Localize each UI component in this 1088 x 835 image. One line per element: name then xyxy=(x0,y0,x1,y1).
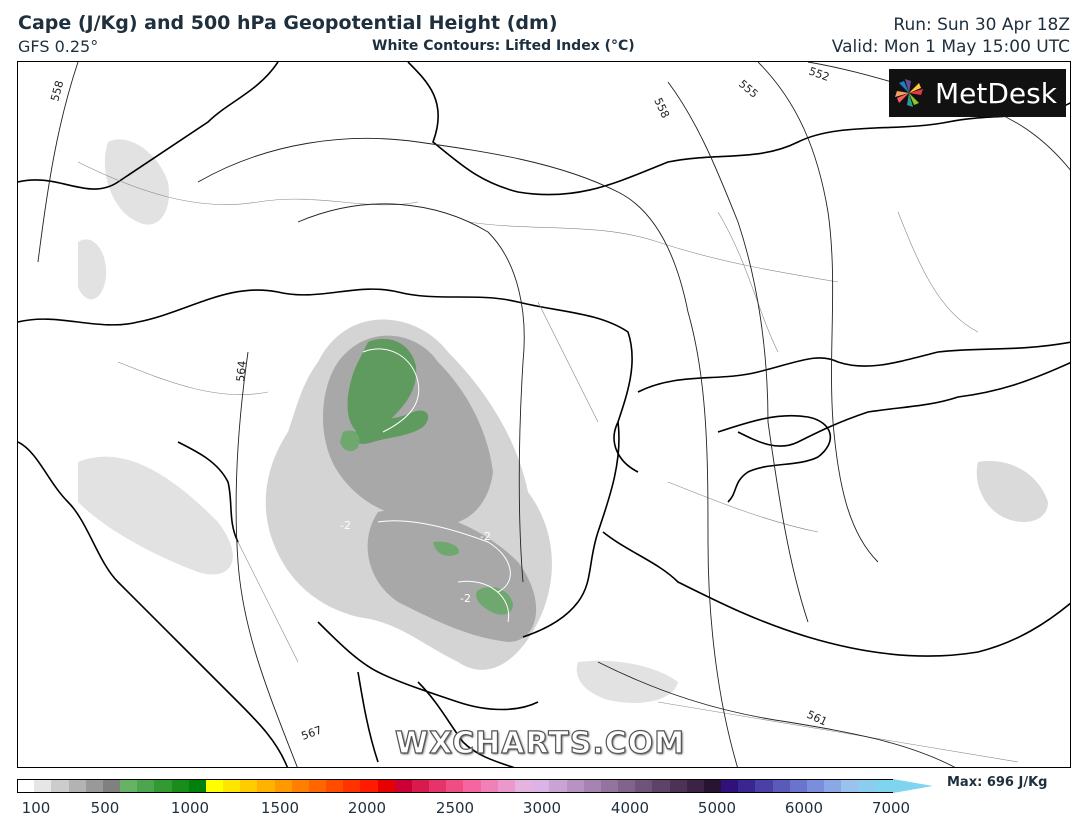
colorbar-segment xyxy=(68,779,86,793)
lifted-index-contours xyxy=(362,348,511,623)
colorbar-segment xyxy=(841,779,859,793)
map-panel: 558 558 555 552 564 567 561 -2 -2 -2 xyxy=(17,61,1071,768)
colorbar-tick-label: 500 xyxy=(90,799,120,817)
colorbar-segment xyxy=(806,779,825,793)
colorbar-segment xyxy=(257,779,275,793)
colorbar-tick-label: 1500 xyxy=(260,799,300,817)
contour-label: 564 xyxy=(234,360,249,382)
colorbar-segment xyxy=(51,779,69,793)
colorbar-tick-label: 5000 xyxy=(697,799,737,817)
run-label: Run: Sun 30 Apr 18Z xyxy=(893,15,1070,35)
colorbar-segment xyxy=(360,779,378,793)
colorbar-segment xyxy=(755,779,773,793)
contour-label: 558 xyxy=(48,79,66,103)
colorbar-segment xyxy=(137,779,155,793)
colorbar-segment xyxy=(875,779,893,793)
colorbar-segment xyxy=(789,779,807,793)
colorbar-segment xyxy=(394,779,412,793)
contour-label: 558 xyxy=(651,96,672,121)
metdesk-logo: MetDesk xyxy=(889,69,1066,117)
colorbar xyxy=(17,779,893,793)
colorbar-segment xyxy=(411,779,430,793)
colorbar-segment xyxy=(17,779,35,793)
logo-text: MetDesk xyxy=(935,76,1057,110)
colorbar-segment xyxy=(721,779,739,793)
colorbar-tick-label: 6000 xyxy=(784,799,824,817)
metdesk-pinwheel-icon xyxy=(895,79,923,107)
internal-borders xyxy=(77,161,1019,763)
valid-label: Valid: Mon 1 May 15:00 UTC xyxy=(831,37,1070,57)
colorbar-segment xyxy=(205,779,224,793)
contour-label: 555 xyxy=(736,77,760,100)
colorbar-segment xyxy=(686,779,704,793)
coastlines xyxy=(18,62,1070,767)
colorbar-segment xyxy=(600,779,619,793)
colorbar-segment xyxy=(858,779,876,793)
colorbar-tick-label: 4000 xyxy=(610,799,650,817)
colorbar-tick-label: 7000 xyxy=(871,799,911,817)
colorbar-segment xyxy=(188,779,206,793)
colorbar-segment xyxy=(618,779,636,793)
colorbar-segment xyxy=(377,779,395,793)
colorbar-segment xyxy=(703,779,722,793)
colorbar-ticks: 100 500 1000 1500 2000 2500 3000 4000 5000 6000 70… xyxy=(0,799,1088,819)
cape-shading xyxy=(78,139,1048,703)
geopotential-contours xyxy=(37,62,1070,767)
colorbar-tick-label: 100 xyxy=(21,799,51,817)
colorbar-segment xyxy=(669,779,687,793)
colorbar-segment xyxy=(446,779,464,793)
max-label: Max: 696 J/Kg xyxy=(947,775,1048,790)
contour-label: 552 xyxy=(807,65,831,84)
li-label: -2 xyxy=(460,592,471,605)
li-label: -2 xyxy=(340,519,351,532)
colorbar-arrow xyxy=(893,779,933,793)
colorbar-segment xyxy=(171,779,189,793)
colorbar-segment xyxy=(274,779,292,793)
colorbar-tick-label: 1000 xyxy=(170,799,210,817)
colorbar-segment xyxy=(154,779,172,793)
colorbar-segment xyxy=(566,779,584,793)
colorbar-segment xyxy=(85,779,103,793)
lifted-index-labels: -2 -2 -2 xyxy=(340,519,491,605)
colorbar-segment xyxy=(240,779,258,793)
model-label: GFS 0.25° xyxy=(18,37,99,56)
colorbar-segment xyxy=(772,779,790,793)
contour-label: 567 xyxy=(300,723,324,742)
contours-note: White Contours: Lifted Index (°C) xyxy=(372,38,635,54)
colorbar-segment xyxy=(824,779,842,793)
colorbar-segment xyxy=(429,779,447,793)
colorbar-segment xyxy=(583,779,601,793)
colorbar-tick-label: 2000 xyxy=(347,799,387,817)
colorbar-segment xyxy=(291,779,309,793)
colorbar-segment xyxy=(343,779,361,793)
colorbar-segment xyxy=(480,779,498,793)
colorbar-segment xyxy=(532,779,550,793)
colorbar-segment xyxy=(463,779,481,793)
colorbar-segment xyxy=(223,779,241,793)
colorbar-segment xyxy=(738,779,756,793)
colorbar-segment xyxy=(34,779,52,793)
colorbar-tick-label: 2500 xyxy=(435,799,475,817)
watermark: WXCHARTS.COM xyxy=(394,725,686,761)
colorbar-segment xyxy=(102,779,121,793)
colorbar-segment xyxy=(514,779,533,793)
colorbar-segment xyxy=(120,779,138,793)
li-label: -2 xyxy=(480,530,491,543)
colorbar-segment xyxy=(635,779,653,793)
colorbar-segment xyxy=(308,779,327,793)
colorbar-segment xyxy=(549,779,567,793)
chart-title: Cape (J/Kg) and 500 hPa Geopotential Hei… xyxy=(18,12,558,34)
colorbar-segment xyxy=(652,779,670,793)
colorbar-tick-label: 3000 xyxy=(522,799,562,817)
colorbar-segment xyxy=(326,779,344,793)
colorbar-segment xyxy=(497,779,515,793)
map-svg: 558 558 555 552 564 567 561 -2 -2 -2 xyxy=(18,62,1070,767)
